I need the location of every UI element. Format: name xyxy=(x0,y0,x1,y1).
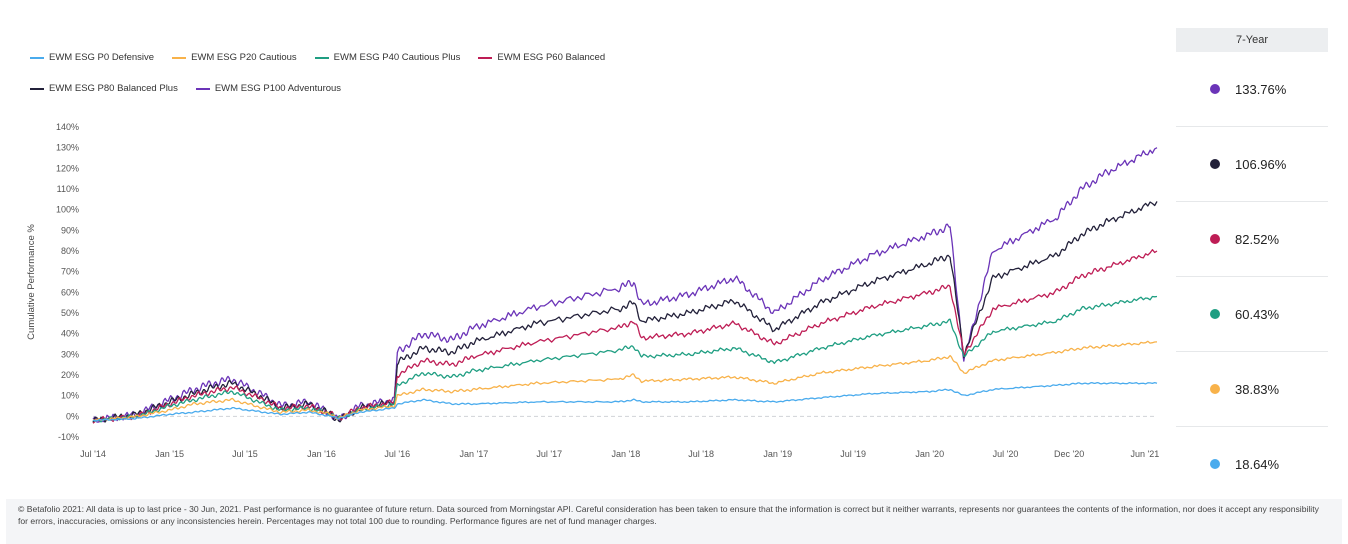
legend-item-p40[interactable]: EWM ESG P40 Cautious Plus xyxy=(314,52,461,63)
disclaimer-text: © Betafolio 2021: All data is up to last… xyxy=(18,504,1319,526)
x-tick-label: Jan '19 xyxy=(763,449,792,459)
y-tick-label: 50% xyxy=(61,308,79,318)
legend-swatch-p40 xyxy=(314,56,329,59)
legend-label-p20: EWM ESG P20 Cautious xyxy=(191,52,297,63)
legend-label-p40: EWM ESG P40 Cautious Plus xyxy=(333,52,461,63)
series-line-5 xyxy=(92,147,1158,423)
perf-row-p0: 18.64% xyxy=(1176,427,1328,501)
x-tick-label: Jan '16 xyxy=(307,449,336,459)
y-tick-label: 70% xyxy=(61,267,79,277)
perf-dot-p80 xyxy=(1210,159,1220,169)
legend-item-p60[interactable]: EWM ESG P60 Balanced xyxy=(478,52,605,63)
y-axis-label-group: Cumulative Performance % xyxy=(26,224,37,340)
legend-item-p80[interactable]: EWM ESG P80 Balanced Plus xyxy=(30,83,178,94)
legend-label-p100: EWM ESG P100 Adventurous xyxy=(214,83,342,94)
perf-row-p40: 60.43% xyxy=(1176,277,1328,352)
period-header: 7-Year xyxy=(1176,28,1328,52)
chart-panel: Cumulative Performance % -10% 0% 10% 20% 30%… xyxy=(26,42,1160,459)
performance-panel: 7-Year 133.76% 106.96% 82.52% 60.43% 38.… xyxy=(1176,28,1328,496)
perf-value-p20: 38.83% xyxy=(1235,381,1280,397)
perf-row-p20: 38.83% xyxy=(1176,352,1328,427)
perf-value-p40: 60.43% xyxy=(1235,306,1280,322)
perf-dot-p20 xyxy=(1210,384,1220,394)
x-tick-label: Jul '16 xyxy=(384,449,410,459)
disclaimer-footer: © Betafolio 2021: All data is up to last… xyxy=(6,499,1342,544)
x-tick-label: Jul '15 xyxy=(232,449,258,459)
series-line-4 xyxy=(92,201,1158,423)
y-tick-label: 110% xyxy=(57,184,79,194)
y-tick-label: 60% xyxy=(61,287,79,297)
x-tick-label: Jul '17 xyxy=(536,449,562,459)
legend-item-p100[interactable]: EWM ESG P100 Adventurous xyxy=(195,83,342,94)
legend-item-p20[interactable]: EWM ESG P20 Cautious xyxy=(172,52,297,63)
chart-legend: EWM ESG P0 Defensive EWM ESG P20 Cautiou… xyxy=(30,42,730,104)
y-tick-label: 130% xyxy=(56,143,79,153)
legend-swatch-p60 xyxy=(478,56,493,59)
legend-swatch-p20 xyxy=(172,56,187,59)
legend-swatch-p0 xyxy=(30,56,44,59)
series-line-3 xyxy=(92,249,1158,424)
y-tick-labels: -10% 0% 10% 20% 30% 40% 50% 60% 70% 80% 90% 100% 110… xyxy=(56,122,79,442)
x-tick-label: Jul '19 xyxy=(840,449,866,459)
perf-value-p100: 133.76% xyxy=(1235,81,1287,97)
y-tick-label: -10% xyxy=(58,432,79,442)
perf-value-p0: 18.64% xyxy=(1235,456,1280,472)
y-tick-label: 20% xyxy=(61,370,79,380)
x-tick-label: Jul '18 xyxy=(688,449,714,459)
perf-value-p60: 82.52% xyxy=(1235,231,1280,247)
series-line-2 xyxy=(92,295,1158,423)
x-tick-label: Jan '15 xyxy=(155,449,184,459)
y-tick-label: 10% xyxy=(61,391,79,401)
perf-row-p80: 106.96% xyxy=(1176,127,1328,202)
legend-row-1: EWM ESG P0 Defensive EWM ESG P20 Cautiou… xyxy=(30,42,730,73)
legend-label-p0: EWM ESG P0 Defensive xyxy=(49,52,155,63)
perf-dot-p100 xyxy=(1210,84,1220,94)
perf-value-p80: 106.96% xyxy=(1235,156,1287,172)
y-axis-label: Cumulative Performance % xyxy=(26,224,37,340)
series-lines xyxy=(92,147,1158,424)
legend-row-2: EWM ESG P80 Balanced Plus EWM ESG P100 A… xyxy=(30,73,730,104)
legend-label-p60: EWM ESG P60 Balanced xyxy=(497,52,606,63)
y-tick-label: 40% xyxy=(61,329,79,339)
perf-row-p100: 133.76% xyxy=(1176,52,1328,127)
x-tick-label: Dec '20 xyxy=(1054,449,1084,459)
legend-item-p0[interactable]: EWM ESG P0 Defensive xyxy=(30,52,154,63)
y-tick-label: 100% xyxy=(56,205,79,215)
x-tick-label: Jul '14 xyxy=(80,449,106,459)
series-line-1 xyxy=(92,340,1158,422)
x-tick-label: Jul '20 xyxy=(993,449,1019,459)
perf-dot-p40 xyxy=(1210,309,1220,319)
perf-dot-p0 xyxy=(1210,459,1220,469)
y-tick-label: 30% xyxy=(61,349,79,359)
legend-swatch-p100 xyxy=(195,87,210,90)
x-tick-label: Jan '17 xyxy=(460,449,489,459)
y-tick-label: 0% xyxy=(66,411,79,421)
x-tick-label: Jan '18 xyxy=(611,449,640,459)
perf-dot-p60 xyxy=(1210,234,1220,244)
y-tick-label: 90% xyxy=(61,225,79,235)
legend-swatch-p80 xyxy=(30,87,44,90)
x-tick-label: Jun '21 xyxy=(1131,449,1160,459)
y-tick-label: 140% xyxy=(56,122,79,132)
perf-row-p60: 82.52% xyxy=(1176,202,1328,277)
legend-label-p80: EWM ESG P80 Balanced Plus xyxy=(49,83,178,94)
y-tick-label: 120% xyxy=(56,163,79,173)
series-line-0 xyxy=(92,381,1158,422)
x-tick-label: Jan '20 xyxy=(915,449,944,459)
y-tick-label: 80% xyxy=(61,246,79,256)
performance-line-chart: Cumulative Performance % -10% 0% 10% 20% 30%… xyxy=(26,122,1159,459)
x-tick-labels: Jul '14 Jan '15 Jul '15 Jan '16 Jul '16 Jan '… xyxy=(80,449,1159,459)
